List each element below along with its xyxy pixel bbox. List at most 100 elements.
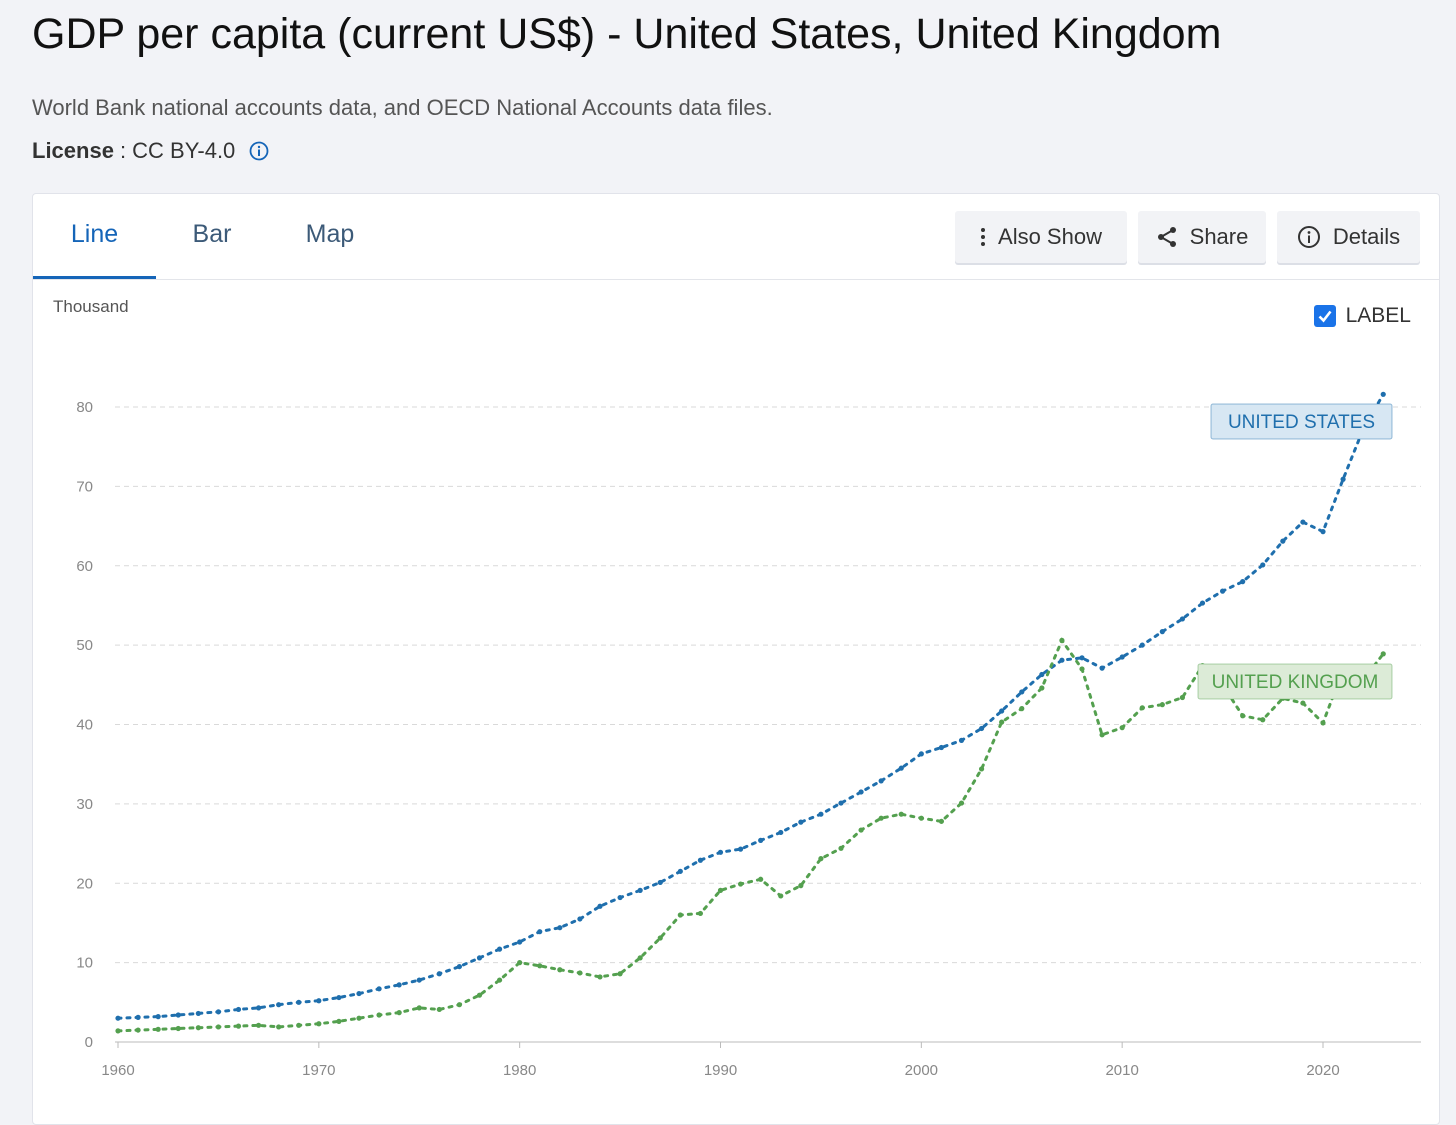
x-tick-label: 2020 [1306,1062,1339,1079]
data-point-united-kingdom [1240,713,1246,719]
data-point-united-states [1380,391,1386,397]
data-point-united-states [878,778,884,784]
data-point-united-kingdom [476,992,483,998]
data-point-united-kingdom [316,1021,322,1027]
data-point-united-states [597,903,603,909]
share-label: Share [1189,224,1249,249]
x-tick-label: 1970 [302,1062,335,1079]
data-point-united-kingdom [1099,732,1105,738]
data-point-united-kingdom [557,967,563,973]
data-point-united-states [496,946,503,952]
data-point-united-kingdom [758,876,764,882]
data-point-united-states [999,708,1005,714]
tab-line[interactable]: Line [33,194,156,279]
data-point-united-states [235,1006,242,1013]
data-point-united-kingdom [135,1027,141,1033]
data-point-united-states [758,837,764,843]
data-point-united-states [1179,616,1186,622]
data-point-united-states [396,982,402,988]
y-axis-unit-label: Thousand [53,297,129,316]
data-point-united-kingdom [778,893,784,899]
data-point-united-kingdom [677,912,683,918]
data-point-united-states [115,1015,121,1021]
data-point-united-kingdom [517,960,523,966]
data-point-united-kingdom [215,1024,222,1030]
data-point-united-kingdom [175,1025,181,1032]
tab-map[interactable]: Map [305,220,355,248]
data-point-united-kingdom [537,963,543,969]
info-icon[interactable] [249,141,269,161]
y-tick-label: 70 [76,478,93,495]
y-tick-label: 40 [76,717,93,734]
data-point-united-states [1300,519,1306,525]
data-point-united-states [677,868,683,874]
data-point-united-states [1119,654,1125,660]
data-point-united-kingdom [617,971,623,977]
data-point-united-states [617,894,623,901]
series-line-united-kingdom [116,637,1385,1033]
data-point-united-kingdom [717,887,724,893]
data-point-united-states [416,977,422,983]
data-point-united-states [958,737,965,743]
tab-bar[interactable]: Bar [192,220,232,248]
data-point-united-states [1079,655,1085,661]
data-point-united-states [818,811,824,817]
data-point-united-states [175,1012,181,1018]
data-point-united-states [276,1002,282,1008]
data-point-united-kingdom [1380,651,1386,657]
data-point-united-states [316,998,322,1004]
details-button[interactable]: Details [1277,211,1420,263]
data-point-united-kingdom [396,1010,402,1016]
series-label-box-united-states [1210,403,1393,440]
data-point-united-kingdom [1159,702,1165,708]
data-point-united-states [456,963,463,970]
data-point-united-kingdom [1179,694,1186,701]
details-label: Details [1332,224,1401,249]
data-point-united-kingdom [1139,705,1145,711]
series-line-united-states [116,392,1385,1020]
license-line: License : CC BY-4.0 [32,138,269,164]
data-point-united-states [356,990,362,997]
data-point-united-states [1099,665,1105,671]
also-show-label: Also Show [998,224,1102,249]
data-point-united-states [637,887,643,893]
data-point-united-states [1019,689,1025,695]
data-point-united-kingdom [356,1015,362,1021]
page-title: GDP per capita (current US$) - United St… [32,10,1222,58]
data-point-united-states [376,986,382,992]
data-point-united-states [737,846,744,852]
y-tick-label: 50 [76,637,93,654]
data-source-text: World Bank national accounts data, and O… [32,95,773,120]
data-point-united-states [1240,579,1246,585]
data-point-united-states [1320,529,1326,535]
data-point-united-kingdom [416,1005,422,1011]
data-point-united-kingdom [737,881,744,887]
data-point-united-kingdom [637,955,643,961]
data-point-united-kingdom [577,970,583,976]
data-point-united-states [978,725,985,732]
data-point-united-states [1159,629,1165,635]
data-point-united-states [135,1014,141,1020]
also-show-button[interactable]: Also Show [955,211,1127,263]
data-point-united-kingdom [456,1002,463,1008]
data-point-united-kingdom [838,845,844,851]
series-label-united-kingdom: UNITED KINGDOM [1212,672,1379,693]
data-point-united-states [938,744,945,751]
data-point-united-states [336,994,342,1001]
data-point-united-states [1280,538,1286,544]
license-value: : CC BY-4.0 [119,138,236,163]
y-tick-label: 0 [85,1034,93,1051]
data-point-united-kingdom [155,1026,161,1032]
data-point-united-kingdom [697,910,704,917]
share-button[interactable]: Share [1138,211,1266,263]
label-checkbox[interactable] [1313,305,1336,327]
data-point-united-states [798,819,804,825]
data-point-united-kingdom [818,856,824,862]
y-tick-label: 30 [76,796,93,813]
data-point-united-states [858,789,864,795]
line-chart: 0 10 20 30 40 50 60 70 80 1960 1970 1980 1990 2000 201… [76,391,1421,1079]
data-point-united-states [557,925,563,931]
label-toggle[interactable]: LABEL [1313,304,1411,328]
data-point-united-states [717,849,724,855]
x-tick-label: 1980 [503,1062,536,1079]
